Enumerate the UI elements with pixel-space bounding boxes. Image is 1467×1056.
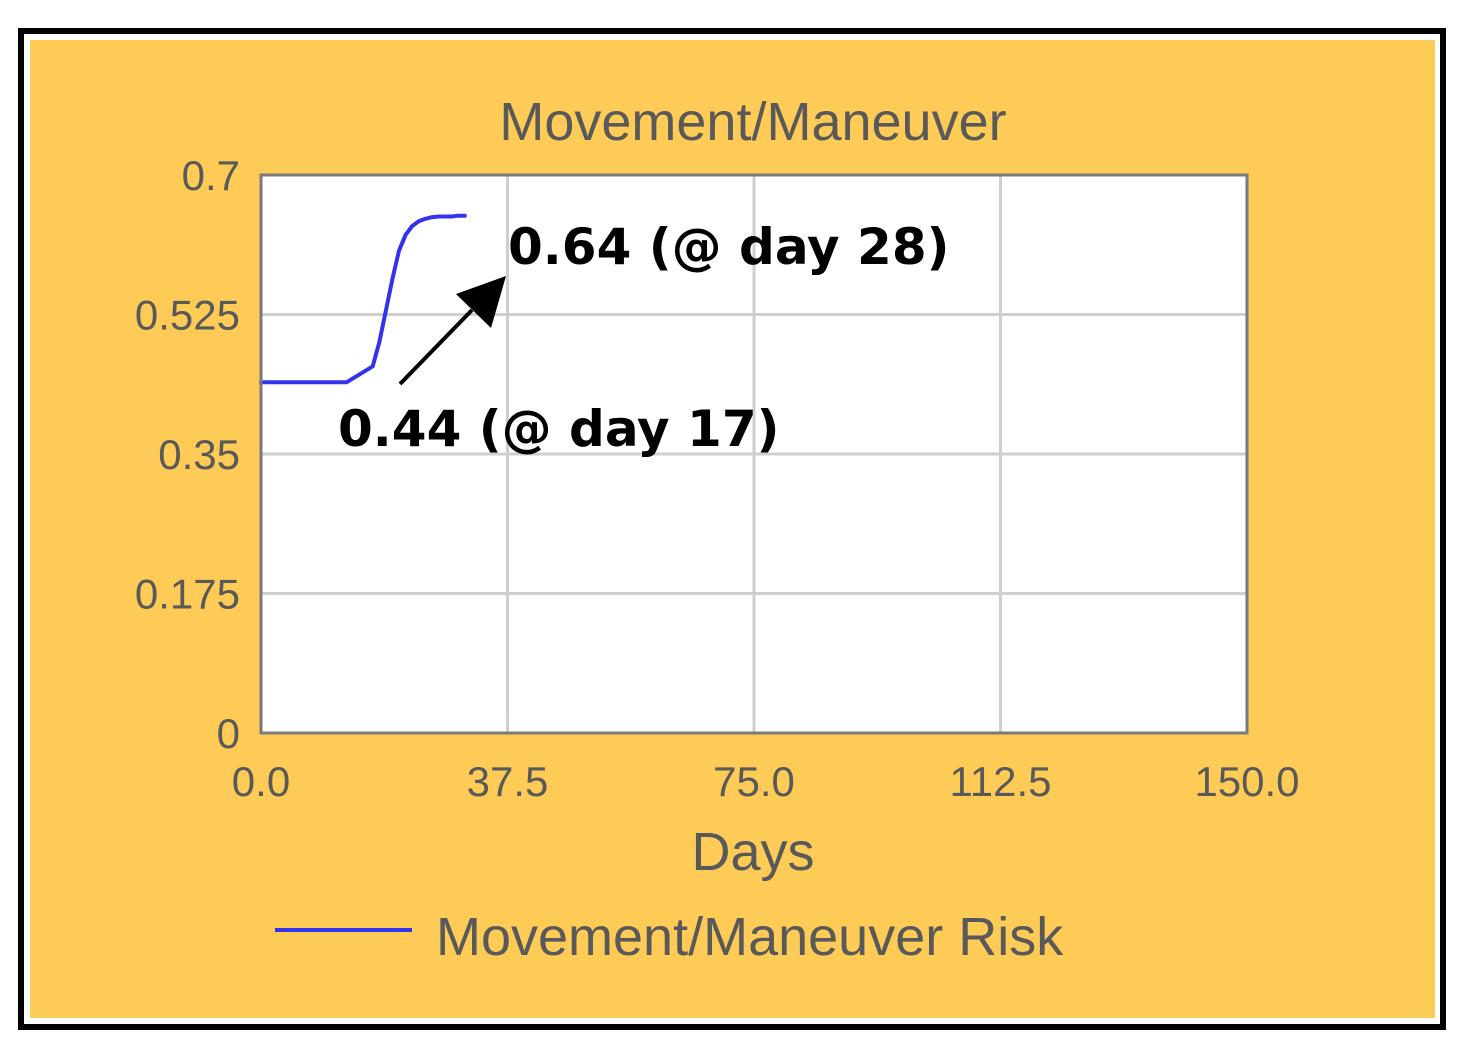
legend-entry: Movement/Maneuver Risk [436, 907, 1064, 967]
y-tick-label: 0 [217, 710, 240, 757]
x-tick-labels: 0.0 37.5 75.0 112.5 150.0 [232, 758, 1300, 805]
series-line [259, 213, 467, 385]
plot-border [259, 173, 1249, 735]
x-tick-label: 112.5 [950, 758, 1052, 805]
y-tick-labels: 0 0.175 0.35 0.525 0.7 [135, 152, 240, 757]
y-tick-label: 0.175 [135, 571, 240, 618]
annotation-arrow-head [456, 276, 506, 328]
annotation-arrow-shaft [398, 308, 474, 386]
y-tick-label: 0.7 [182, 152, 240, 199]
legend: Movement/Maneuver Risk [275, 907, 1064, 967]
annotation-start: 0.44 (@ day 17) [338, 400, 779, 458]
series-group [259, 213, 467, 385]
x-tick-label: 0.0 [232, 758, 290, 805]
x-tick-label: 75.0 [713, 758, 795, 805]
grid-lines [261, 175, 1247, 733]
x-axis-label: Days [691, 822, 814, 882]
y-tick-label: 0.35 [158, 431, 240, 478]
x-tick-label: 37.5 [467, 758, 549, 805]
x-tick-label: 150.0 [1194, 758, 1299, 805]
annotation-arrow [398, 276, 506, 386]
annotation-peak: 0.64 (@ day 28) [508, 218, 949, 276]
chart-title: Movement/Maneuver [499, 92, 1006, 152]
y-tick-label: 0.525 [135, 292, 240, 339]
